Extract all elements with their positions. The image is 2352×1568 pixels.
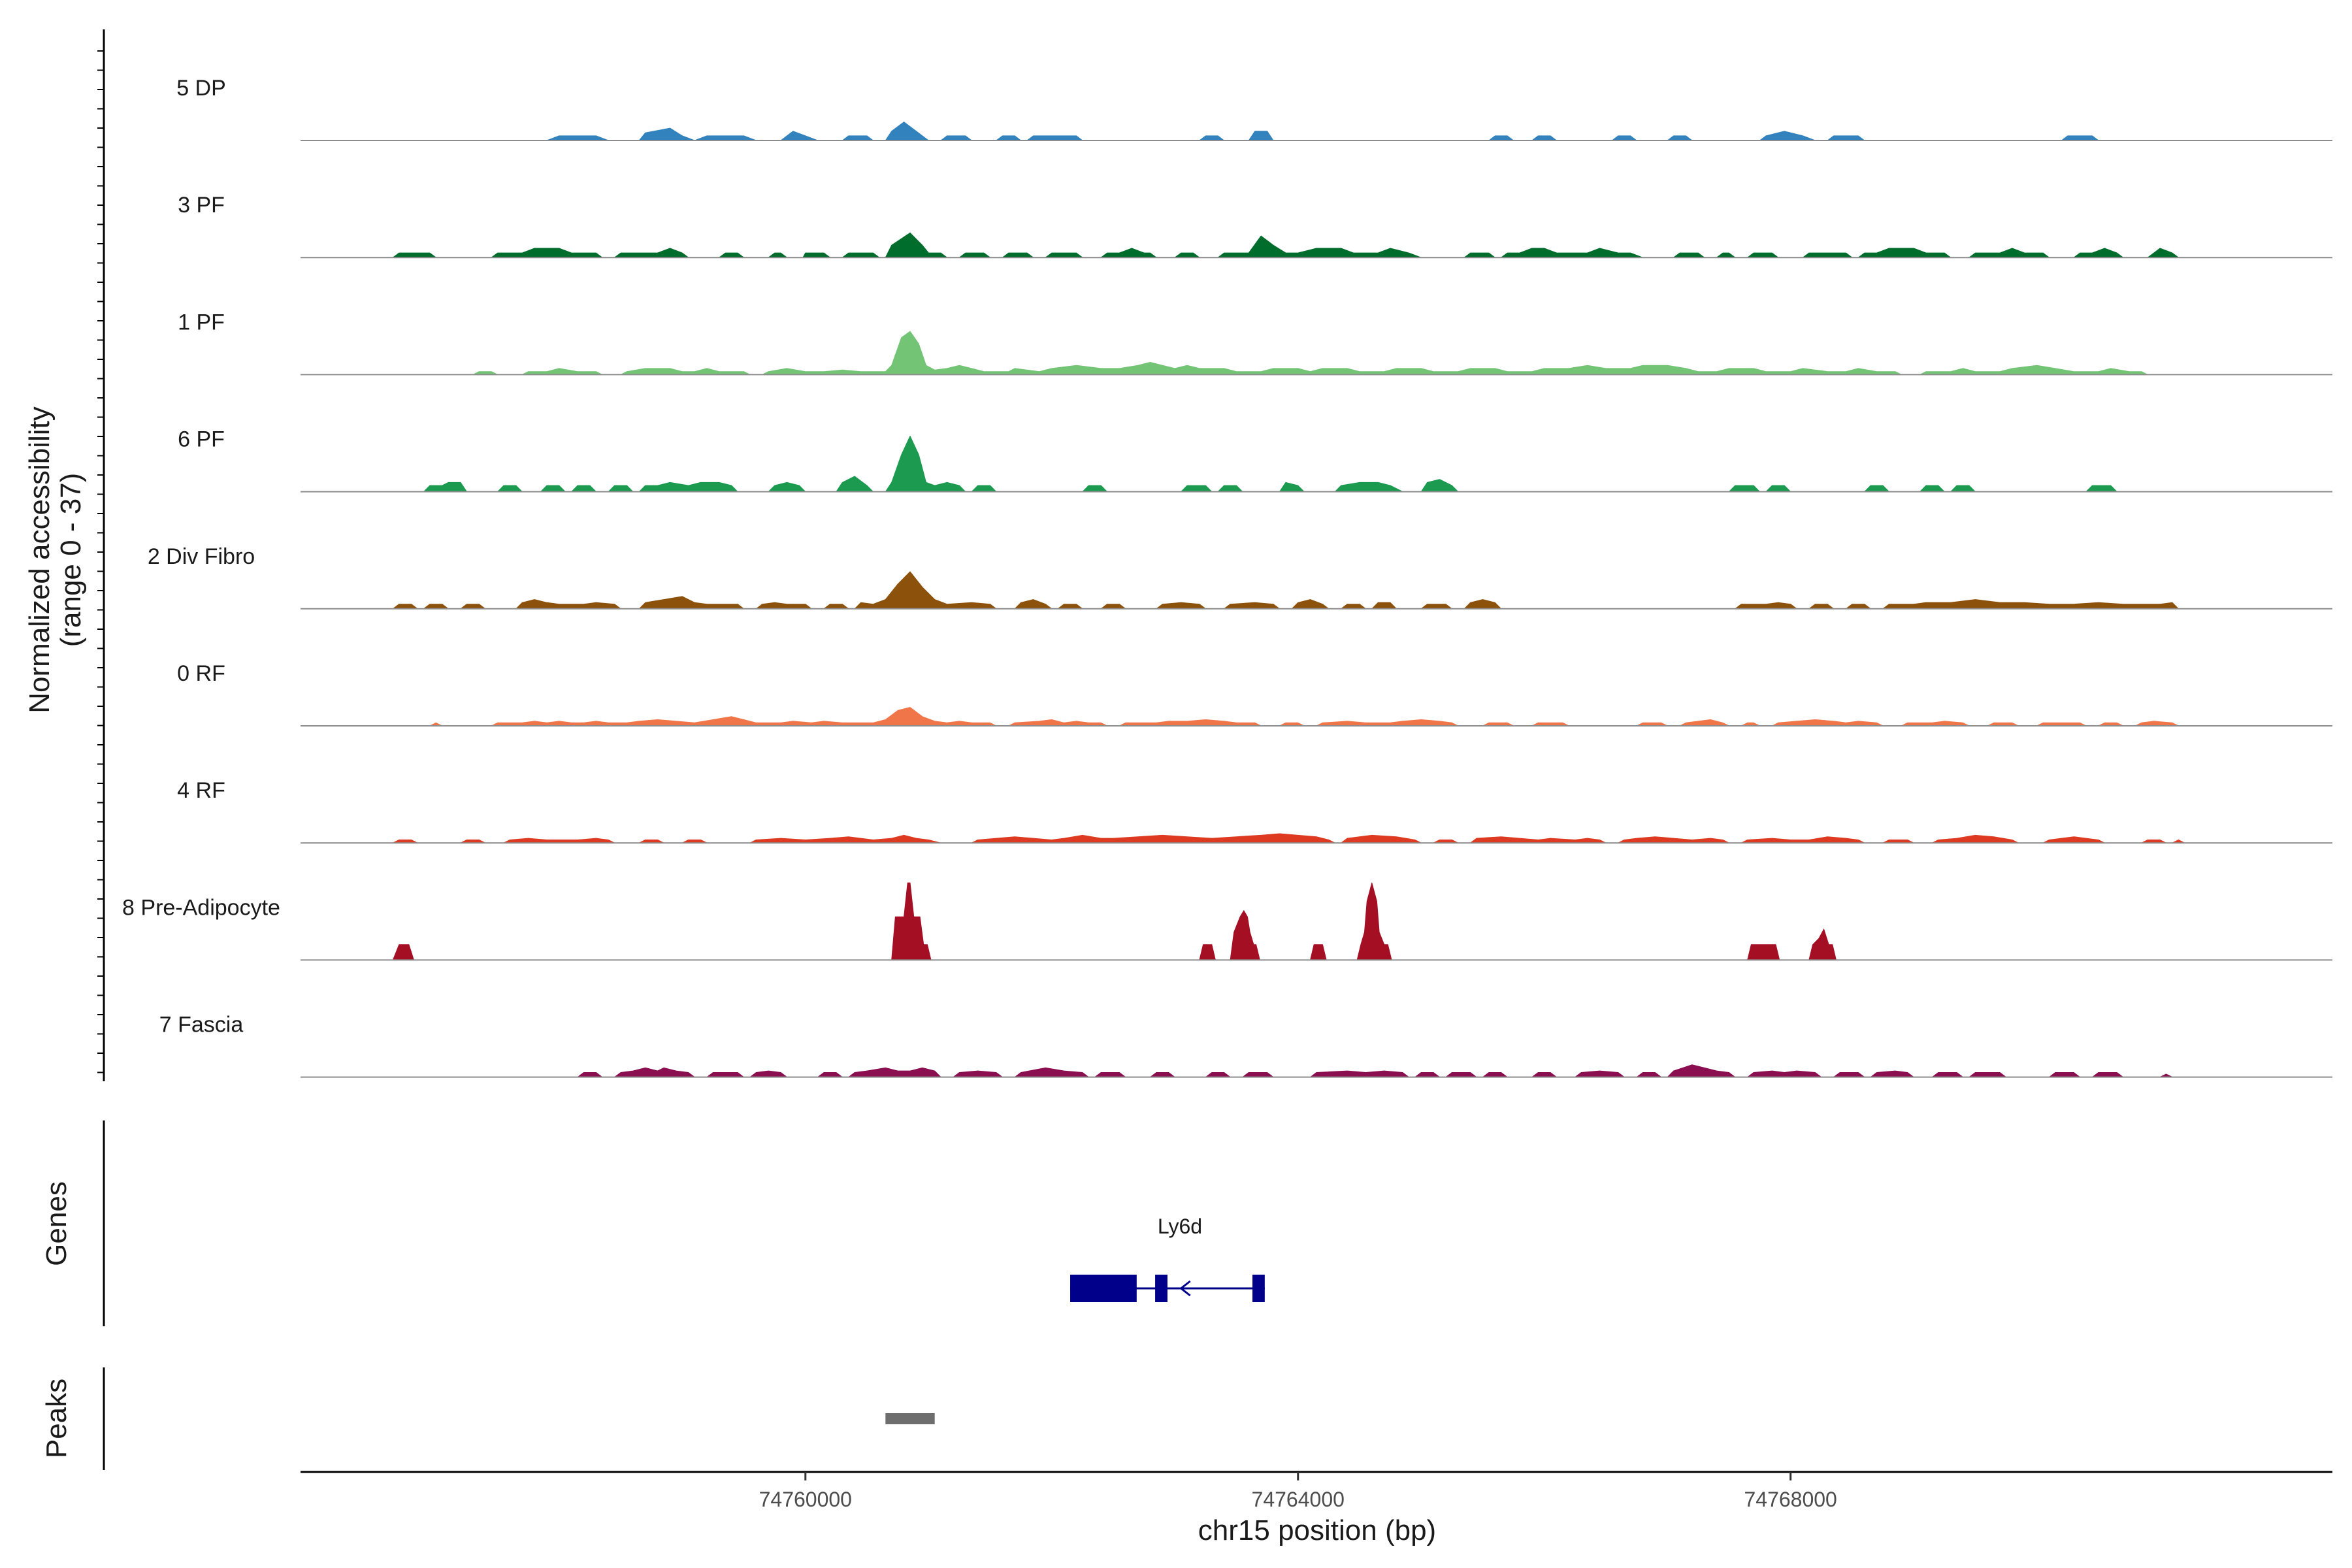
track-2-div-fibro: 2 Div Fibro xyxy=(148,544,2332,610)
y-axis-title-line1: Normalized accessibility xyxy=(24,406,56,713)
coverage-area-3-pf xyxy=(392,232,2179,258)
track-label-0-rf: 0 RF xyxy=(177,661,225,686)
track-label-8-pre-adipocyte: 8 Pre-Adipocyte xyxy=(122,895,280,920)
track-label-5-dp: 5 DP xyxy=(176,76,226,101)
track-label-7-fascia: 7 Fascia xyxy=(159,1013,244,1037)
peaks-track-label: Peaks xyxy=(41,1379,73,1458)
gene-label-ly6d: Ly6d xyxy=(1158,1215,1202,1238)
gene-exon xyxy=(1070,1275,1137,1302)
coverage-tracks: 5 DP 3 PF 1 PF 6 PF 2 Div Fibro 0 RF 4 RF 8 Pre… xyxy=(122,76,2332,1078)
x-axis: 74760000 74764000 74768000 chr15 position … xyxy=(301,1471,2332,1546)
track-6-pf: 6 PF xyxy=(178,427,2332,493)
coverage-area-0-rf xyxy=(429,707,2179,727)
track-label-6-pf: 6 PF xyxy=(178,427,225,452)
coverage-area-5-dp xyxy=(546,122,2099,141)
peaks-track: Peaks xyxy=(41,1367,935,1470)
coverage-area-8-pre-adipocyte xyxy=(392,882,1837,960)
peak-regions xyxy=(885,1413,935,1424)
track-4-rf: 4 RF xyxy=(177,778,2332,844)
track-label-3-pf: 3 PF xyxy=(178,193,225,218)
track-label-4-rf: 4 RF xyxy=(177,778,225,803)
track-7-fascia: 7 Fascia xyxy=(159,1013,2332,1078)
gene-exon xyxy=(1252,1275,1265,1302)
coverage-area-6-pf xyxy=(423,436,2117,493)
genes-track: Genes Ly6d xyxy=(41,1120,1265,1326)
x-tick-label: 74764000 xyxy=(1252,1488,1345,1511)
x-axis-ticks: 74760000 74764000 74768000 xyxy=(759,1472,1837,1511)
peak-region xyxy=(885,1413,935,1424)
x-axis-title: chr15 position (bp) xyxy=(1198,1514,1436,1546)
strand-arrow-icon xyxy=(1179,1280,1191,1297)
genes-track-label: Genes xyxy=(41,1181,73,1266)
y-axis-accessibility xyxy=(97,29,105,1081)
gene-model-ly6d xyxy=(1070,1275,1265,1302)
track-5-dp: 5 DP xyxy=(176,76,2332,141)
track-1-pf: 1 PF xyxy=(178,310,2332,376)
track-8-pre-adipocyte: 8 Pre-Adipocyte xyxy=(122,882,2332,961)
track-0-rf: 0 RF xyxy=(177,661,2332,727)
coverage-area-7-fascia xyxy=(577,1064,2173,1078)
x-tick-label: 74760000 xyxy=(759,1488,852,1511)
track-label-1-pf: 1 PF xyxy=(178,310,225,335)
coverage-area-1-pf xyxy=(472,331,2148,375)
y-axis-title-line2: (range 0 - 37) xyxy=(55,473,87,647)
x-tick-label: 74768000 xyxy=(1744,1488,1837,1511)
track-3-pf: 3 PF xyxy=(178,193,2332,259)
track-label-2-div-fibro: 2 Div Fibro xyxy=(148,544,255,569)
coverage-area-2-div-fibro xyxy=(392,571,2179,610)
coverage-area-4-rf xyxy=(392,833,2185,843)
gene-exon xyxy=(1155,1275,1168,1302)
